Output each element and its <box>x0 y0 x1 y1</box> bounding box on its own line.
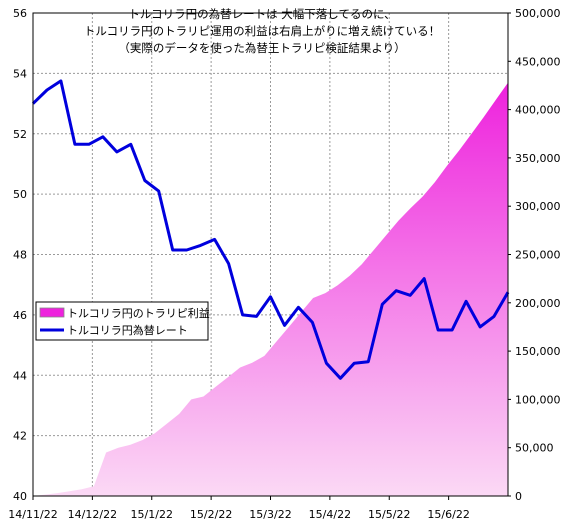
x-tick-label: 15/4/22 <box>309 508 351 521</box>
title-line-2: トルコリラ円のトラリピ運用の利益は右肩上がりに増え続けている！ <box>84 24 440 38</box>
y-left-tick-label: 44 <box>13 369 27 382</box>
y-left-tick-label: 40 <box>13 490 27 503</box>
y-right-tick-label: 500,000 <box>515 7 561 20</box>
axes: 40 42 44 46 48 50 52 54 56 0 50,000 100,000 150,000 2… <box>8 7 560 521</box>
y-left-tick-label: 54 <box>13 67 27 80</box>
x-tick-label: 14/12/22 <box>68 508 117 521</box>
y-right-tick-label: 350,000 <box>515 152 561 165</box>
legend-swatch-profit <box>39 307 65 318</box>
y-right-tick-label: 150,000 <box>515 345 561 358</box>
x-tick-label: 15/1/22 <box>131 508 173 521</box>
y-left-tick-label: 46 <box>13 309 27 322</box>
y-right-tick-label: 250,000 <box>515 249 561 262</box>
legend-label-fx: トルコリラ円為替レート <box>67 323 188 337</box>
legend-label-profit: トルコリラ円のトラリピ利益 <box>67 306 210 320</box>
chart-title: トルコリラ円の為替レートは 大幅下落してるのに、 トルコリラ円のトラリピ運用の利… <box>84 7 440 55</box>
y-right-tick-label: 300,000 <box>515 200 561 213</box>
y-right-tick-label: 200,000 <box>515 297 561 310</box>
x-tick-label: 15/6/22 <box>427 508 469 521</box>
y-right-tick-label: 0 <box>515 490 522 503</box>
y-left-tick-label: 56 <box>13 7 27 20</box>
x-tick-label: 15/3/22 <box>249 508 291 521</box>
y-right-tick-label: 400,000 <box>515 104 561 117</box>
legend-box <box>35 301 209 341</box>
y-left-tick-label: 48 <box>13 249 27 262</box>
profit-area <box>33 82 508 496</box>
fx-rate-line-series <box>31 79 510 380</box>
title-line-1: トルコリラ円の為替レートは 大幅下落してるのに、 <box>128 7 395 21</box>
x-tick-label: 14/11/22 <box>8 508 57 521</box>
profit-area-series <box>33 82 508 496</box>
y-left-tick-label: 42 <box>13 430 27 443</box>
y-left-tick-label: 50 <box>13 188 27 201</box>
legend: トルコリラ円のトラリピ利益 トルコリラ円為替レート <box>35 301 210 341</box>
title-line-3: （実際のデータを使った為替王トラリピ検証結果より） <box>118 41 405 55</box>
fx-rate-line <box>31 79 510 380</box>
y-right-tick-label: 450,000 <box>515 55 561 68</box>
y-right-tick-label: 100,000 <box>515 393 561 406</box>
y-right-tick-label: 50,000 <box>515 442 554 455</box>
x-tick-label: 15/2/22 <box>190 508 232 521</box>
x-tick-label: 15/5/22 <box>368 508 410 521</box>
y-left-tick-label: 52 <box>13 128 27 141</box>
